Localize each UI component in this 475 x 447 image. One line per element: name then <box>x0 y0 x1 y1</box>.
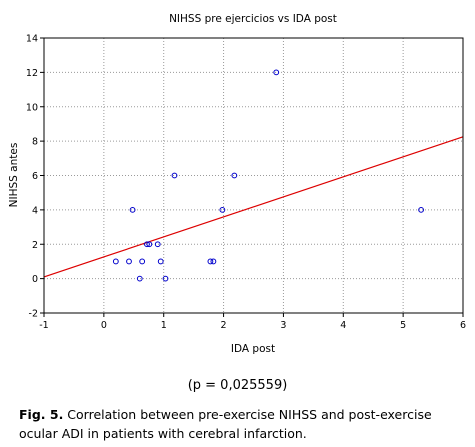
y-axis-label: NIHSS antes <box>8 143 20 208</box>
scatter-point <box>126 258 132 265</box>
y-tick-label: -2 <box>29 309 38 320</box>
x-axis-label: IDA post <box>231 343 275 355</box>
y-tick-label: 2 <box>32 240 38 251</box>
scatter-point <box>207 258 214 265</box>
x-tick-label: -1 <box>39 320 48 331</box>
scatter-point <box>129 206 136 213</box>
x-tick-label: 4 <box>340 320 346 331</box>
scatter-point <box>146 241 153 248</box>
scatter-point <box>154 241 161 248</box>
grid-lines <box>44 38 463 313</box>
y-tick-label: 0 <box>32 274 38 285</box>
x-tick-label: 2 <box>221 320 227 331</box>
y-tick-label: 6 <box>32 171 38 182</box>
fit-line-layer <box>43 136 464 278</box>
data-points <box>112 69 425 282</box>
x-tick-label: 6 <box>460 320 466 331</box>
scatter-point <box>157 258 164 265</box>
chart-title: NIHSS pre ejercicios vs IDA post <box>169 13 337 25</box>
scatter-point <box>210 258 217 265</box>
scatter-point <box>171 172 178 179</box>
scatter-point <box>139 258 146 265</box>
chart-background <box>0 0 475 370</box>
y-tick-label: 10 <box>26 102 38 113</box>
scatter-point <box>112 258 119 265</box>
scatter-point <box>219 206 226 213</box>
scatter-point <box>136 275 143 282</box>
x-tick-label: 1 <box>161 320 167 331</box>
scatter-point <box>231 172 238 179</box>
p-value: (p = 0,025559) <box>187 378 288 393</box>
y-tick-label: 12 <box>26 68 38 79</box>
x-tick-label: 5 <box>400 320 406 331</box>
caption-label: Fig. 5. <box>19 407 64 422</box>
caption-text: Correlation between pre-exercise NIHSS a… <box>19 407 432 441</box>
y-tick-label: 8 <box>32 137 38 148</box>
y-tick-label: 14 <box>26 34 38 45</box>
regression-line <box>43 136 464 278</box>
scatter-point <box>162 275 169 282</box>
scatter-chart: NIHSS pre ejercicios vs IDA post -1 0 1 2 3 4… <box>0 0 475 370</box>
y-tick-label: 4 <box>32 205 38 216</box>
scatter-point <box>273 69 280 76</box>
x-tick-label: 3 <box>280 320 286 331</box>
scatter-point <box>144 241 150 248</box>
figure-caption: Fig. 5. Correlation between pre-exercise… <box>19 405 469 443</box>
scatter-point <box>418 206 425 213</box>
x-tick-label: 0 <box>101 320 107 331</box>
